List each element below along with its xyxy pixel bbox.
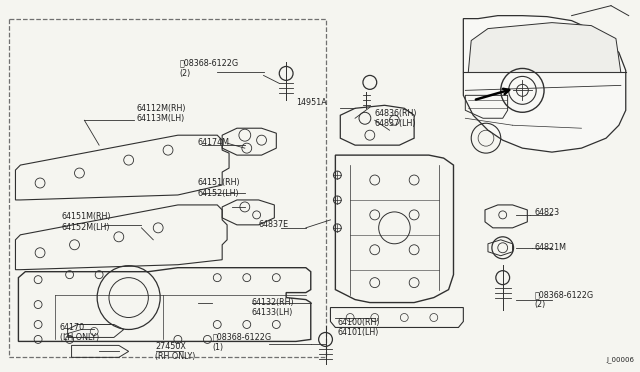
Text: 64821M: 64821M (534, 243, 566, 252)
Text: 64132(RH)
64133(LH): 64132(RH) 64133(LH) (252, 298, 294, 317)
Text: 64836(RH)
64837(LH): 64836(RH) 64837(LH) (375, 109, 417, 128)
Text: Ⓝ08368-6122G
(1): Ⓝ08368-6122G (1) (212, 333, 271, 352)
Text: 14951A: 14951A (296, 98, 327, 107)
Text: Ⓝ08368-6122G
(2): Ⓝ08368-6122G (2) (180, 59, 239, 78)
Text: 64170
(LH ONLY): 64170 (LH ONLY) (60, 323, 99, 342)
Text: 64823: 64823 (534, 208, 559, 217)
Text: 64112M(RH)
64113M(LH): 64112M(RH) 64113M(LH) (136, 103, 186, 123)
Polygon shape (463, 16, 626, 152)
Text: 64174M: 64174M (198, 138, 230, 147)
Text: Ⓝ08368-6122G
(2): Ⓝ08368-6122G (2) (534, 290, 593, 309)
Text: 64151(RH)
64152(LH): 64151(RH) 64152(LH) (198, 178, 240, 198)
Text: 64100(RH)
64101(LH): 64100(RH) 64101(LH) (337, 318, 380, 337)
Polygon shape (468, 23, 621, 73)
Text: 64151M(RH)
64152M(LH): 64151M(RH) 64152M(LH) (61, 212, 111, 231)
Text: 64837E: 64837E (259, 220, 289, 230)
Text: J_00006: J_00006 (606, 356, 634, 363)
Text: 27450X
(RH ONLY): 27450X (RH ONLY) (156, 341, 196, 361)
